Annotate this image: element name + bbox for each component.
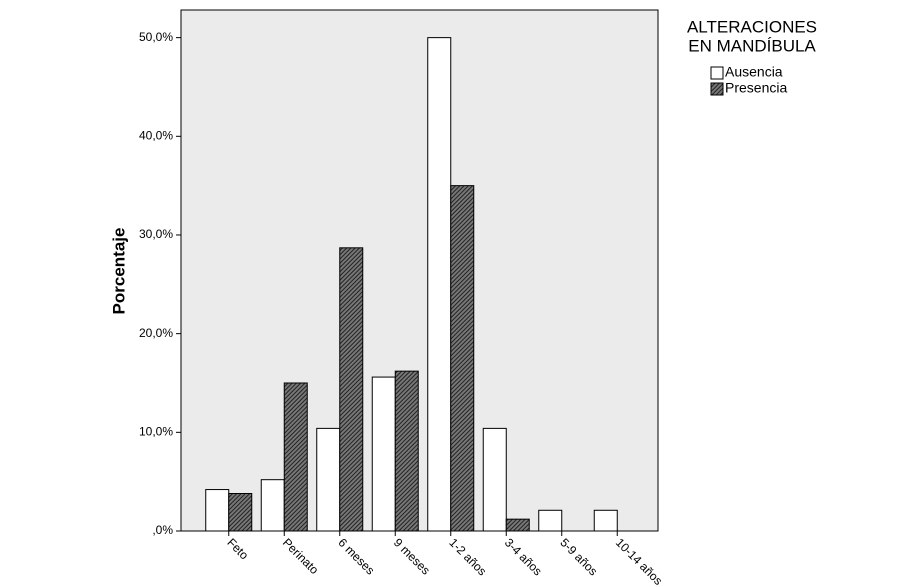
y-tick-label: 20,0% [139, 326, 173, 340]
bar [505, 518, 530, 532]
bar [450, 185, 475, 532]
y-tick-label: ,0% [152, 523, 173, 537]
x-tick-label: 3-4 años [502, 535, 545, 578]
x-tick-label: Feto [224, 535, 251, 562]
y-tick-label: 50,0% [139, 30, 173, 44]
legend-swatch [710, 82, 724, 96]
x-tick-label: 6 meses [335, 535, 377, 577]
bar [371, 376, 396, 532]
bar [260, 479, 285, 532]
legend-label: Ausencia [725, 64, 783, 80]
bar [394, 370, 419, 532]
x-tick-label: 1-2 años [446, 535, 489, 578]
bar [482, 427, 507, 532]
bar [316, 427, 341, 532]
bar [538, 509, 563, 532]
bar [283, 382, 308, 532]
y-axis-label: Porcentaje [109, 228, 128, 315]
y-tick-label: 10,0% [139, 424, 173, 438]
y-tick-label: 30,0% [139, 227, 173, 241]
bar [228, 493, 253, 532]
x-tick-label: 5-9 años [557, 535, 600, 578]
legend-label: Presencia [725, 80, 787, 96]
bar [205, 489, 230, 532]
bar [339, 247, 364, 532]
x-tick-label: Perinato [280, 535, 322, 577]
legend-title: EN MANDÍBULA [688, 36, 816, 55]
legend-title: ALTERACIONES [687, 17, 817, 36]
legend-swatch [710, 66, 724, 80]
x-tick-label: 10-14 años [613, 535, 665, 587]
plot-area [180, 9, 659, 532]
bar [593, 509, 618, 532]
y-tick-label: 40,0% [139, 128, 173, 142]
bar [427, 37, 452, 532]
x-tick-label: 9 meses [391, 535, 433, 577]
